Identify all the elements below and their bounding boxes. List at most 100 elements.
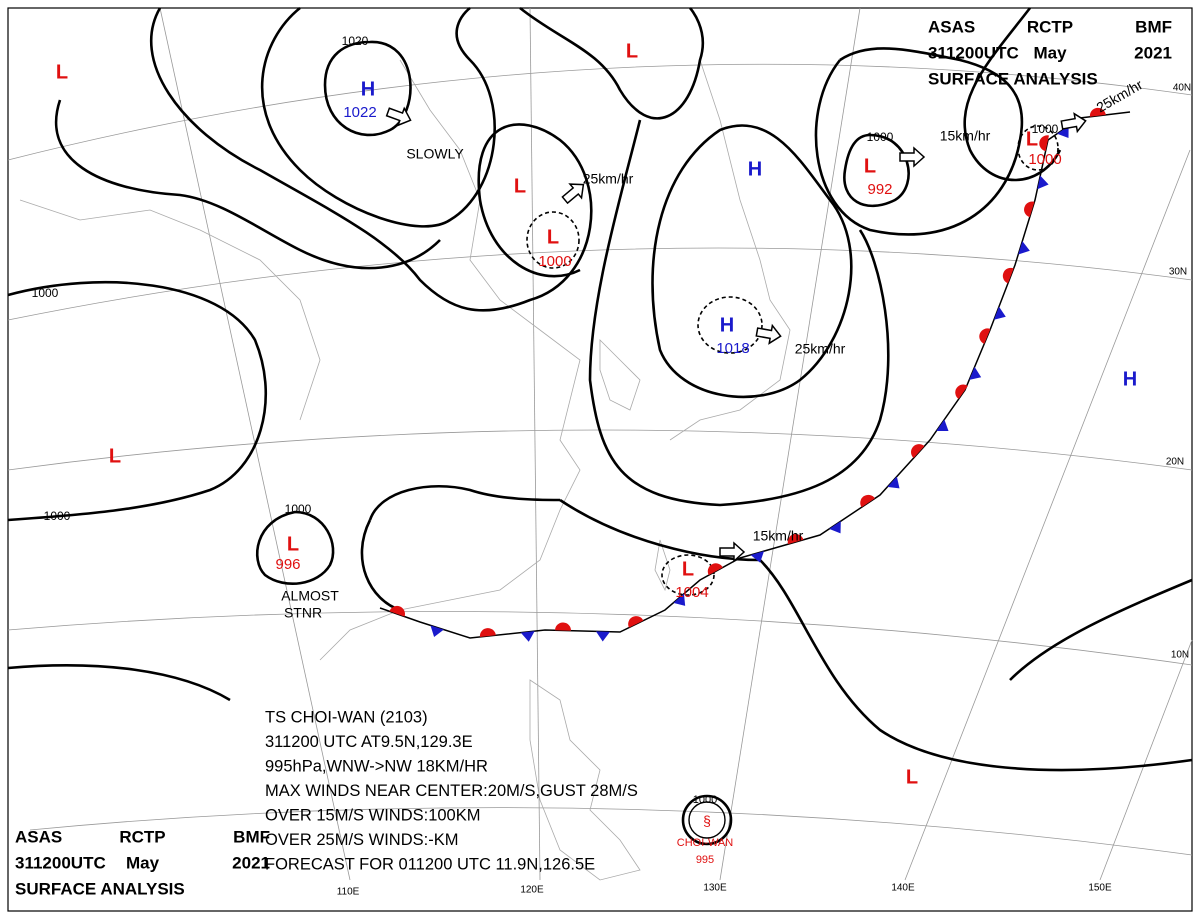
- center-symbol: H: [361, 78, 375, 100]
- isobar: [149, 7, 593, 312]
- cold-symbol: [993, 306, 1006, 320]
- isobar: [7, 280, 268, 522]
- labels: ASAS RCTP BMF 311200UTC May 2021 SURFACE ANALY…: [15, 17, 1191, 898]
- center-pressure: 992: [867, 181, 892, 198]
- coast: [669, 59, 791, 441]
- header-text: 2021: [232, 853, 270, 872]
- center-symbol: L: [682, 558, 694, 580]
- header-text: SURFACE ANALYSIS: [15, 879, 185, 898]
- motion-label: 25km/hr: [583, 171, 634, 187]
- warm-symbol: [979, 328, 991, 344]
- isobar-label: 1020: [342, 34, 369, 48]
- center-symbol: L: [906, 766, 918, 788]
- motion-label: ALMOST: [281, 588, 339, 604]
- header-text: RCTP: [119, 827, 165, 846]
- warm-symbol: [787, 534, 804, 545]
- cold-symbol: [673, 593, 686, 606]
- header-text: ASAS: [928, 17, 975, 36]
- lat-line: [7, 611, 1193, 666]
- center-symbol: L: [56, 61, 68, 83]
- typhoon-name: CHOI-WAN: [677, 837, 733, 849]
- warm-symbol: [389, 605, 405, 617]
- cold-symbol: [430, 625, 444, 638]
- typhoon-text: TS CHOI-WAN (2103): [265, 708, 428, 726]
- isobar: [814, 47, 1024, 236]
- warm-symbol: [911, 444, 925, 459]
- lat-line: [7, 247, 1193, 321]
- typhoon-isobar-label: 1000: [693, 794, 717, 806]
- header-text: May: [126, 853, 160, 872]
- cold-symbol: [887, 476, 900, 489]
- cold-symbol: [595, 631, 610, 642]
- header-text: 2021: [1134, 43, 1172, 62]
- motion-label: 25km/hr: [795, 341, 846, 357]
- motion-label: SLOWLY: [406, 146, 464, 162]
- cold-symbol: [969, 366, 982, 380]
- isobar: [360, 498, 1193, 772]
- header-text: May: [1033, 43, 1067, 62]
- forecast-circle: [697, 296, 763, 354]
- frame: [7, 7, 1193, 912]
- isobar: [1009, 578, 1193, 681]
- isobar: [651, 124, 853, 399]
- cold-symbol: [1018, 241, 1030, 255]
- center-symbol: L: [1026, 128, 1038, 150]
- lon-label: 120E: [520, 885, 544, 896]
- isobar: [260, 6, 496, 228]
- isobar: [368, 484, 561, 521]
- lon-label: 130E: [703, 883, 727, 894]
- forecast-circle: [661, 554, 715, 596]
- center-symbol: L: [626, 40, 638, 62]
- forecast-circle: [526, 211, 580, 269]
- center-pressure: 1000: [538, 253, 571, 270]
- header-text: SURFACE ANALYSIS: [928, 69, 1098, 88]
- typhoon-text: MAX WINDS NEAR CENTER:20M/S,GUST 28M/S: [265, 782, 638, 800]
- cold-symbol: [750, 551, 765, 563]
- isobar: [323, 40, 412, 137]
- header-text: BMF: [1135, 17, 1172, 36]
- center-pressure: 1000: [1028, 151, 1061, 168]
- coast: [529, 679, 641, 881]
- lat-label: 40N: [1173, 83, 1191, 94]
- lon-label: 140E: [891, 883, 915, 894]
- warm-symbol: [479, 628, 496, 637]
- warm-symbol: [1039, 135, 1049, 152]
- warm-symbol: [1024, 201, 1035, 218]
- typhoon-text: OVER 25M/S WINDS:-KM: [265, 831, 458, 849]
- typhoon-symbol: §: [703, 813, 711, 829]
- graticule: [7, 7, 1193, 881]
- motion-arrow: [561, 183, 585, 205]
- header-text: ASAS: [15, 827, 62, 846]
- isobar-label: 1000: [1032, 122, 1059, 136]
- center-symbol: H: [1123, 368, 1137, 390]
- typhoon-pressure: 995: [696, 854, 714, 866]
- isobars: [7, 6, 1193, 846]
- isobar-label: 1000: [44, 509, 71, 523]
- cold-symbol: [520, 631, 535, 642]
- center-symbol: L: [287, 533, 299, 555]
- isobar: [519, 6, 704, 120]
- motion-label: 15km/hr: [940, 128, 991, 144]
- warm-symbol: [860, 494, 875, 508]
- cold-symbol: [1037, 175, 1049, 190]
- center-symbol: L: [514, 175, 526, 197]
- motion-arrow: [899, 146, 926, 168]
- center-symbol: L: [109, 445, 121, 467]
- coast: [599, 339, 641, 411]
- warm-symbol: [554, 622, 571, 631]
- motion-arrow: [1060, 112, 1087, 134]
- warm-symbol: [628, 616, 644, 628]
- motion-label: STNR: [284, 605, 322, 621]
- isobar: [7, 664, 231, 702]
- lat-line: [7, 63, 1193, 161]
- lat-label: 30N: [1169, 267, 1187, 278]
- cold-symbol: [829, 521, 841, 534]
- isobar-label: 1000: [32, 286, 59, 300]
- center-symbol: H: [748, 158, 762, 180]
- center-symbol: L: [864, 155, 876, 177]
- lat-label: 20N: [1166, 457, 1184, 468]
- isobar: [963, 7, 1062, 182]
- lon-line: [1099, 639, 1193, 881]
- warm-symbol: [1002, 267, 1014, 284]
- warm-symbol: [1089, 107, 1106, 117]
